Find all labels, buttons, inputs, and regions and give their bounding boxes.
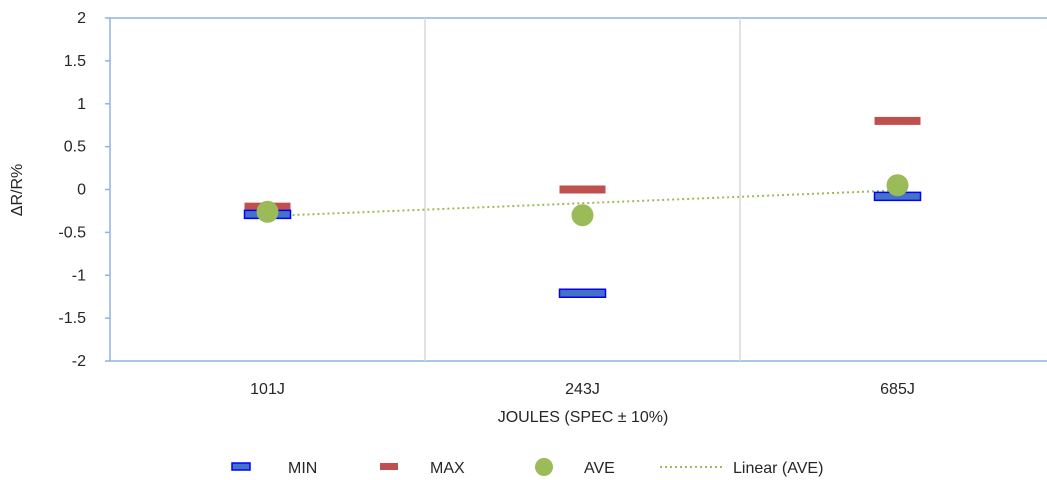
legend-label: AVE (584, 460, 615, 477)
y-tick-label: -1.5 (58, 310, 86, 327)
ave-marker (256, 200, 279, 223)
y-axis-title: ΔR/R% (9, 164, 26, 216)
legend-swatch-min (231, 462, 251, 471)
grid-lines (424, 18, 741, 361)
legend-label: Linear (AVE) (733, 460, 823, 477)
y-axis: 2 1.5 1 0.5 0 -0.5 -1 -1.5 -2 (58, 10, 110, 370)
x-tick-label: 243J (565, 381, 600, 398)
plot-area: 2 1.5 1 0.5 0 -0.5 -1 -1.5 -2 101J 243J 685J (58, 10, 1047, 398)
y-tick-label: -2 (72, 353, 86, 370)
max-marker (559, 185, 606, 194)
ave-marker (571, 204, 594, 227)
y-tick-label: 1 (77, 96, 86, 113)
x-axis-title: JOULES (SPEC ± 10%) (498, 409, 669, 426)
data-marks (243, 116, 922, 299)
y-tick-label: 0 (77, 182, 86, 199)
legend: MIN MAX AVE Linear (AVE) (231, 458, 823, 477)
x-tick-label: 685J (880, 381, 915, 398)
legend-swatch-ave (535, 458, 553, 476)
y-tick-label: -0.5 (58, 224, 86, 241)
y-tick-label: 0.5 (64, 139, 86, 156)
legend-label: MAX (430, 460, 465, 477)
y-tick-label: 1.5 (64, 53, 86, 70)
min-marker (558, 288, 607, 299)
legend-swatch-max (380, 463, 398, 470)
x-tick-label: 101J (250, 381, 285, 398)
max-marker (874, 116, 921, 125)
trendline-layer (267, 189, 898, 218)
trendline-linear-ave (267, 189, 898, 218)
legend-label: MIN (288, 460, 317, 477)
x-axis: 101J 243J 685J (250, 381, 915, 398)
y-tick-label: -1 (72, 267, 86, 284)
y-tick-label: 2 (77, 10, 86, 27)
ave-marker (886, 174, 909, 197)
